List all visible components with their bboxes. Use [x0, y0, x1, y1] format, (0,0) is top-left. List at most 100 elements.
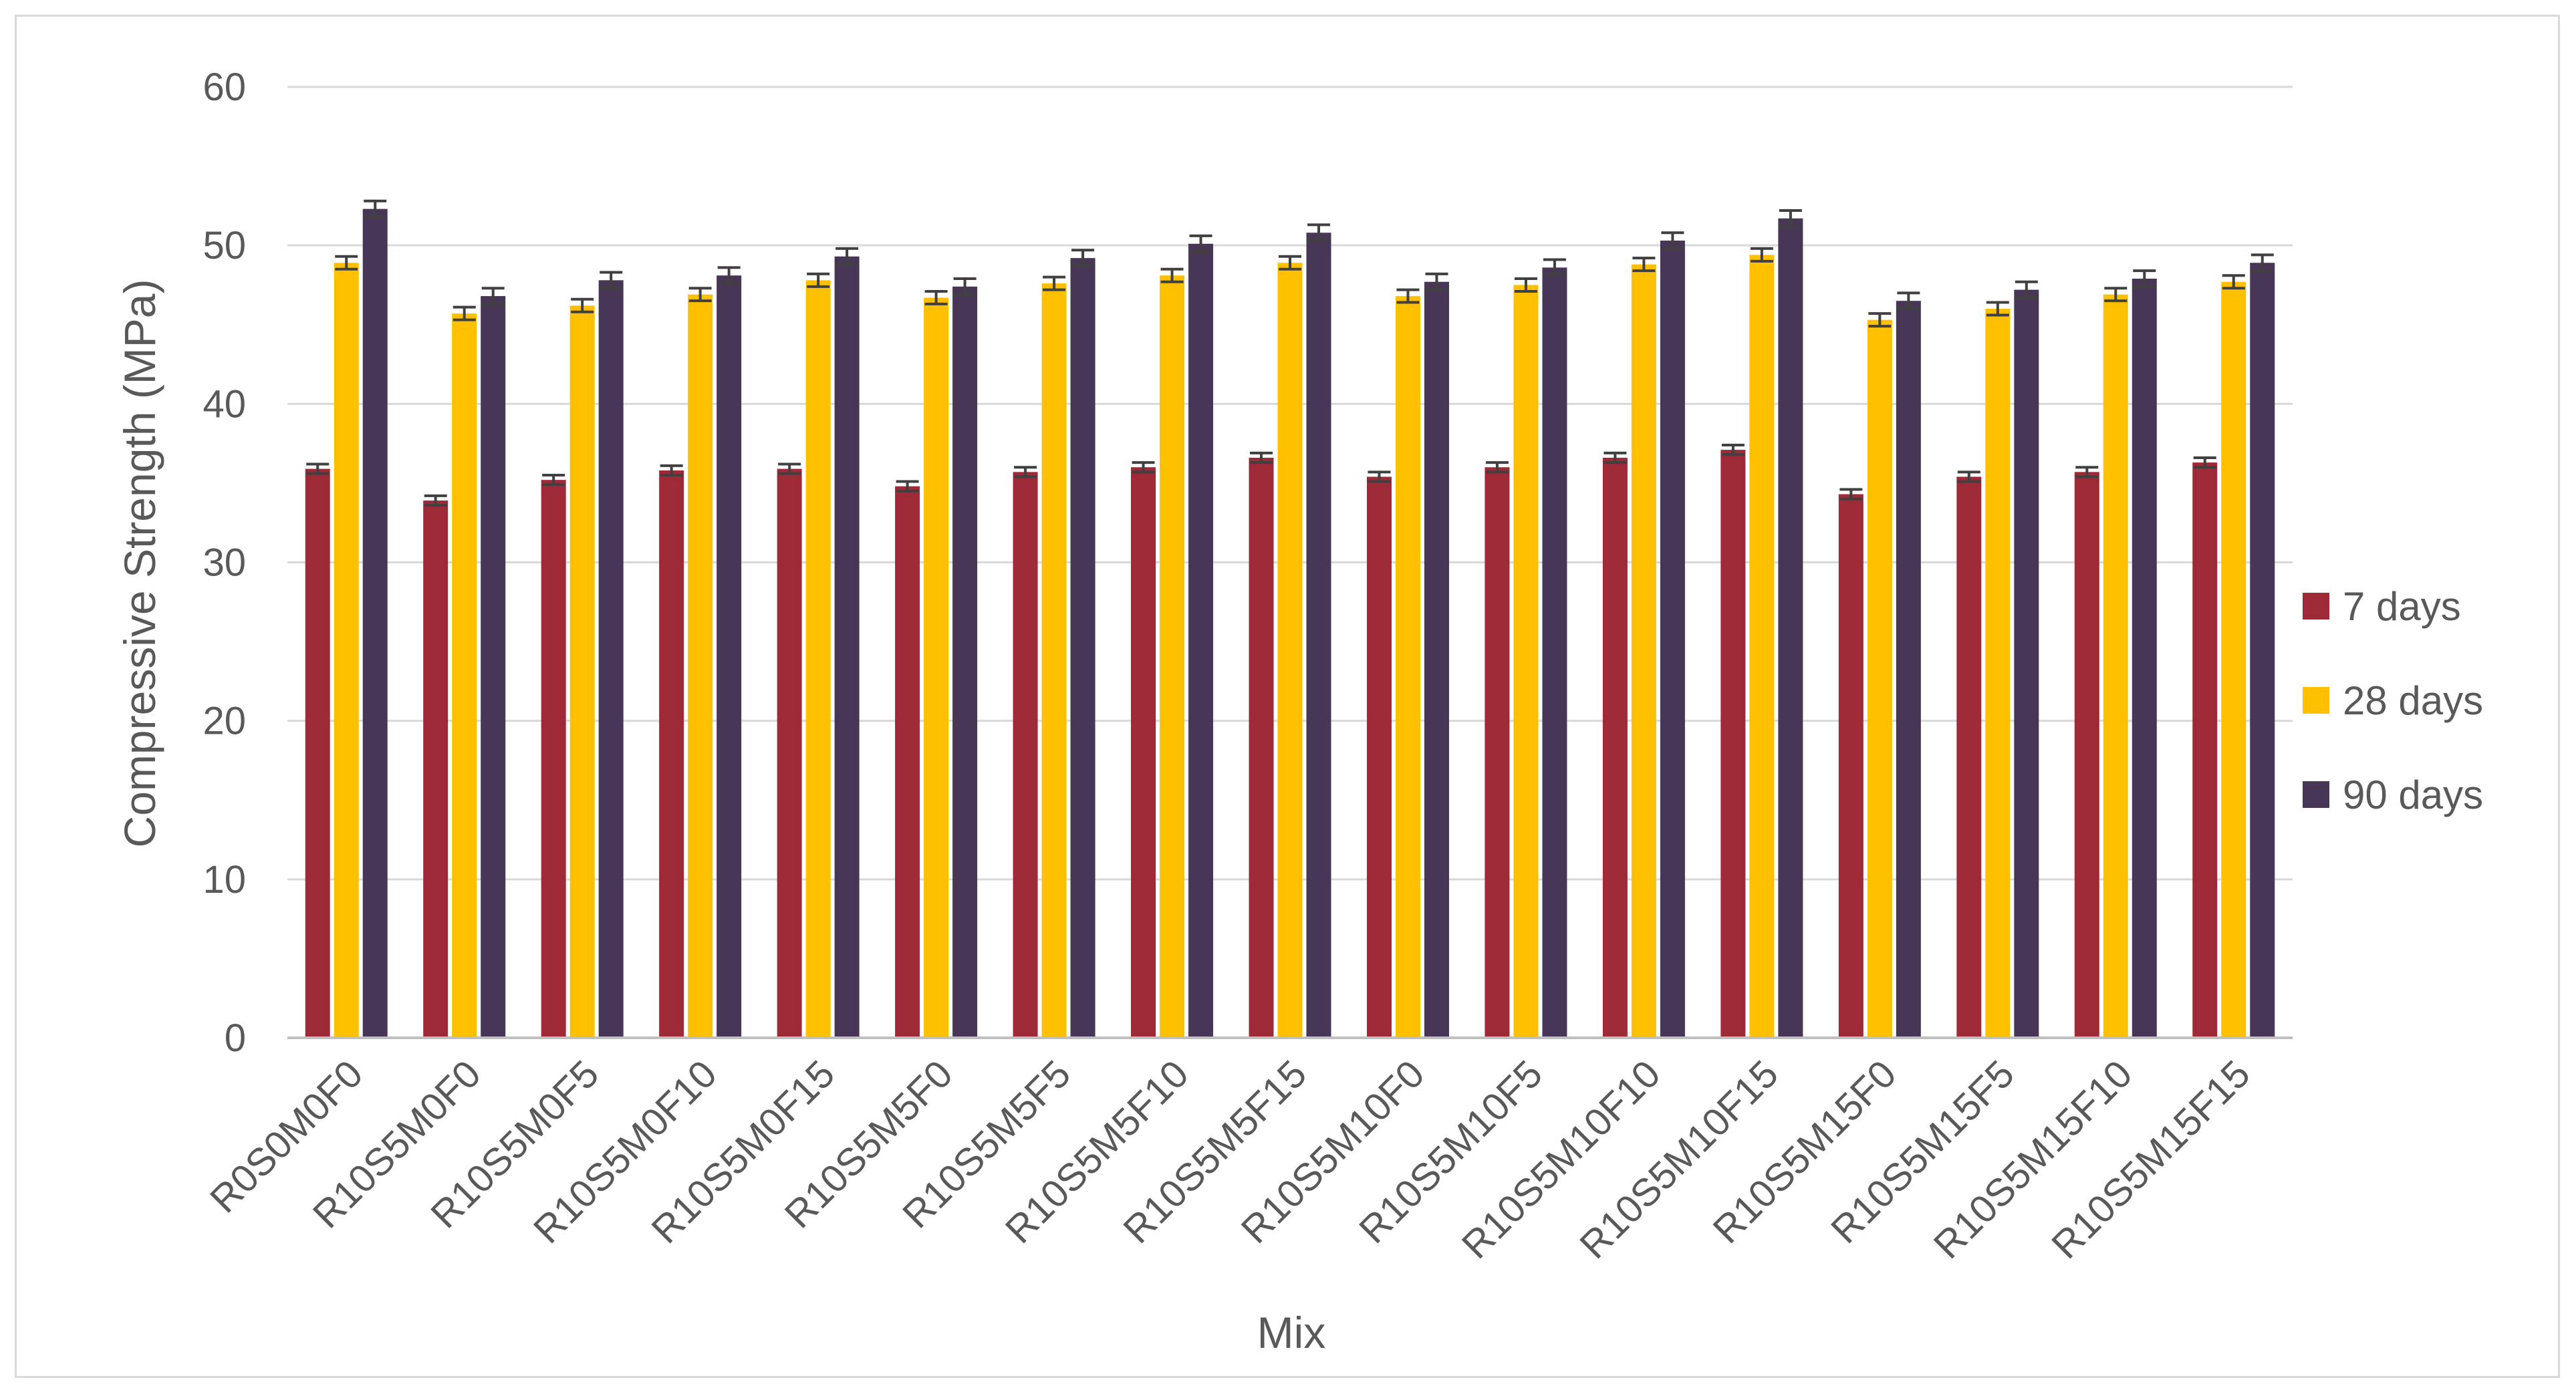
y-tick-label-20: 20	[203, 700, 246, 743]
bar-7-days-R10S5M10F5	[1485, 467, 1510, 1038]
bar-7-days-R10S5M15F15	[2192, 462, 2218, 1038]
bar-7-days-R10S5M15F0	[1838, 494, 1863, 1038]
bar-28-days-R0S0M0F0	[334, 263, 359, 1038]
error-bar-7-days-R10S5M5F15	[1250, 451, 1273, 464]
error-bar-90-days-R10S5M0F5	[600, 271, 623, 290]
y-tick-label-40: 40	[203, 382, 246, 426]
bar-28-days-R10S5M0F15	[805, 280, 831, 1038]
bar-7-days-R10S5M0F10	[659, 470, 684, 1038]
bar-90-days-R10S5M5F0	[952, 286, 978, 1038]
bar-90-days-R10S5M10F15	[1778, 218, 1803, 1038]
bar-90-days-R10S5M15F0	[1896, 301, 1921, 1038]
error-bar-90-days-R10S5M5F0	[953, 277, 977, 296]
legend-label-28-days: 28 days	[2343, 678, 2483, 723]
bar-28-days-R10S5M15F5	[1985, 309, 2011, 1038]
bar-7-days-R10S5M0F5	[541, 480, 566, 1038]
bar-90-days-R10S5M0F10	[717, 275, 742, 1038]
error-bar-7-days-R10S5M15F5	[1957, 470, 1980, 483]
bar-28-days-R10S5M15F15	[2221, 281, 2246, 1038]
bars	[305, 208, 2275, 1038]
error-bar-28-days-R10S5M15F5	[1986, 301, 2009, 317]
bar-7-days-R10S5M5F10	[1131, 467, 1156, 1038]
error-bar-7-days-R10S5M0F5	[542, 474, 565, 486]
error-bars	[306, 199, 2274, 507]
bar-28-days-R10S5M0F5	[569, 305, 595, 1038]
error-bar-90-days-R10S5M10F10	[1661, 231, 1684, 250]
y-tick-label-50: 50	[203, 224, 246, 267]
bar-7-days-R10S5M10F10	[1602, 457, 1628, 1038]
error-bar-90-days-R10S5M5F5	[1071, 249, 1095, 267]
error-bar-7-days-R10S5M10F10	[1603, 451, 1627, 464]
error-bar-7-days-R10S5M5F0	[896, 480, 919, 493]
legend-swatch-28-days	[2303, 687, 2329, 714]
error-bar-28-days-R10S5M15F15	[2222, 274, 2245, 290]
error-bar-90-days-R10S5M10F0	[1425, 272, 1448, 291]
bar-28-days-R10S5M15F0	[1867, 319, 1892, 1038]
bar-28-days-R10S5M10F10	[1631, 264, 1656, 1038]
y-tick-label-10: 10	[203, 858, 246, 901]
bar-28-days-R10S5M0F10	[688, 294, 713, 1038]
error-bar-90-days-R10S5M15F10	[2133, 269, 2156, 288]
bar-28-days-R10S5M10F15	[1749, 255, 1775, 1038]
error-bar-7-days-R10S5M0F0	[424, 494, 447, 507]
bar-90-days-R10S5M0F15	[834, 256, 860, 1038]
error-bar-7-days-R10S5M5F5	[1014, 466, 1037, 478]
bar-90-days-R10S5M5F10	[1188, 243, 1214, 1038]
bar-28-days-R10S5M10F0	[1395, 296, 1420, 1038]
bar-28-days-R10S5M5F5	[1041, 283, 1067, 1038]
error-bar-7-days-R10S5M10F5	[1485, 461, 1509, 474]
bar-28-days-R10S5M15F10	[2103, 294, 2128, 1038]
error-bar-7-days-R10S5M5F10	[1132, 461, 1155, 474]
error-bar-90-days-R10S5M15F5	[2015, 280, 2038, 299]
error-bar-90-days-R10S5M0F10	[717, 266, 741, 285]
bar-90-days-R10S5M10F10	[1660, 241, 1685, 1038]
error-bar-28-days-R10S5M15F0	[1868, 312, 1892, 328]
bar-28-days-R10S5M5F15	[1277, 263, 1303, 1038]
error-bar-28-days-R10S5M5F15	[1279, 255, 1301, 271]
y-axis-ticks: 0 10 20 30 40 50 60	[203, 65, 246, 1060]
error-bar-28-days-R0S0M0F0	[335, 255, 358, 271]
bar-28-days-R10S5M5F0	[924, 297, 949, 1038]
x-axis-ticks: R0S0M0F0R10S5M0F0R10S5M0F5R10S5M0F10R10S…	[202, 1052, 2259, 1267]
error-bar-28-days-R10S5M10F10	[1632, 257, 1656, 273]
error-bar-28-days-R10S5M5F10	[1160, 267, 1184, 283]
error-bar-7-days-R10S5M10F0	[1368, 470, 1391, 483]
bar-90-days-R10S5M5F5	[1070, 258, 1096, 1038]
x-tick-label-R10S5M10F15: R10S5M10F15	[1571, 1052, 1787, 1267]
y-axis-title: Compressive Strength (MPa)	[115, 279, 164, 848]
x-axis-title: Mix	[1257, 1308, 1326, 1357]
bar-28-days-R10S5M10F5	[1513, 285, 1539, 1038]
error-bar-90-days-R10S5M5F10	[1189, 234, 1212, 253]
legend-swatch-7-days	[2303, 593, 2329, 619]
legend-label-7-days: 7 days	[2343, 584, 2461, 629]
y-tick-label-60: 60	[203, 65, 246, 109]
bar-90-days-R10S5M10F5	[1542, 267, 1567, 1038]
error-bar-28-days-R10S5M5F0	[924, 289, 948, 305]
legend: 7 days 28 days 90 days	[2303, 584, 2483, 817]
bar-90-days-R10S5M0F5	[598, 280, 624, 1038]
error-bar-28-days-R10S5M10F0	[1396, 288, 1420, 304]
error-bar-7-days-R10S5M15F10	[2075, 466, 2099, 478]
bar-7-days-R10S5M0F15	[777, 468, 802, 1038]
y-tick-label-0: 0	[225, 1016, 246, 1060]
error-bar-28-days-R10S5M10F5	[1514, 277, 1537, 293]
error-bar-90-days-R10S5M15F15	[2250, 253, 2274, 273]
legend-label-90-days: 90 days	[2343, 773, 2483, 817]
bar-90-days-R10S5M5F15	[1306, 233, 1331, 1038]
error-bar-7-days-R10S5M0F15	[778, 462, 801, 475]
bar-7-days-R10S5M15F5	[1956, 476, 1982, 1038]
bar-7-days-R10S5M0F0	[423, 501, 448, 1038]
error-bar-28-days-R10S5M10F15	[1750, 247, 1773, 263]
bar-7-days-R10S5M10F15	[1720, 450, 1746, 1038]
error-bar-28-days-R10S5M0F15	[807, 272, 830, 288]
error-bar-28-days-R10S5M5F5	[1043, 275, 1066, 291]
error-bar-28-days-R10S5M0F0	[453, 305, 476, 321]
error-bar-28-days-R10S5M0F10	[688, 287, 712, 303]
bar-7-days-R10S5M5F0	[895, 486, 920, 1038]
bar-90-days-R10S5M0F0	[481, 296, 506, 1038]
bar-7-days-R0S0M0F0	[305, 468, 330, 1038]
x-tick-label-R10S5M15F15: R10S5M15F15	[2043, 1052, 2259, 1267]
bar-7-days-R10S5M15F10	[2074, 472, 2099, 1038]
error-bar-90-days-R0S0M0F0	[364, 199, 387, 219]
